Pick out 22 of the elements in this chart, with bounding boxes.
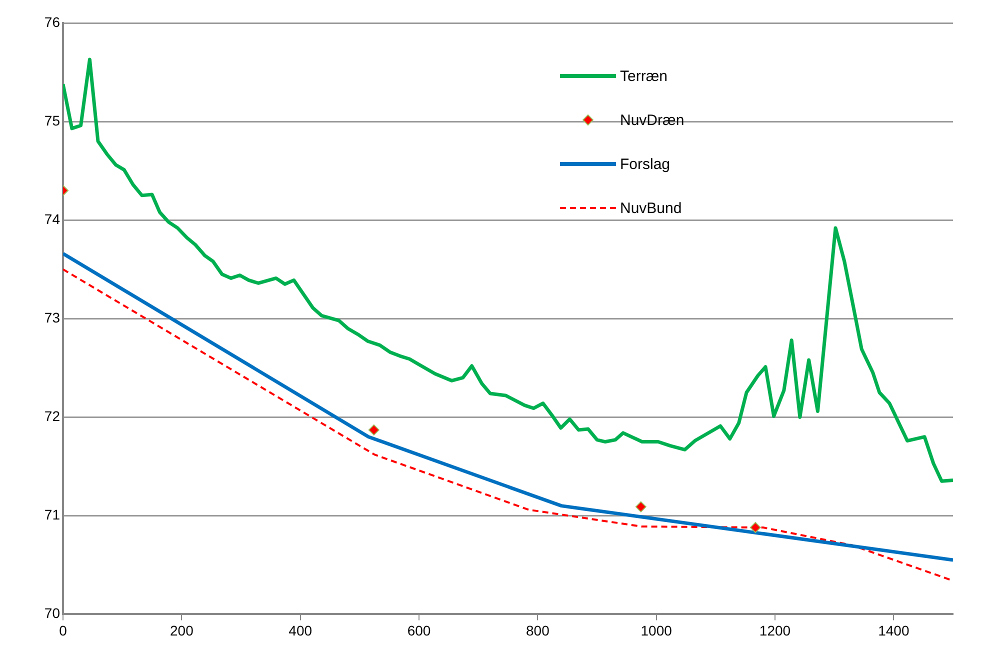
y-tick-label: 73 (44, 309, 60, 326)
y-tick-label: 72 (44, 408, 60, 424)
point (368, 424, 380, 436)
legend-label: NuvDræn (620, 112, 684, 128)
y-tick-label: 71 (44, 506, 60, 523)
x-tick-label: 200 (170, 622, 194, 638)
point (750, 522, 761, 533)
y-tick-label: 70 (44, 605, 60, 622)
y-tick-label: 74 (44, 210, 60, 227)
point (635, 501, 646, 512)
x-tick-label: 1200 (759, 622, 791, 638)
legend-label: NuvBund (620, 200, 682, 216)
x-tick-label: 600 (407, 622, 431, 638)
legend-label: Terræn (620, 68, 668, 84)
y-tick-label: 75 (44, 112, 60, 128)
x-tick-label: 800 (526, 622, 550, 638)
x-tick-label: 1400 (878, 622, 910, 638)
legend-label: Forslag (620, 156, 670, 172)
y-tick-label: 76 (44, 14, 60, 30)
x-tick-label: 1000 (640, 622, 672, 638)
x-tick-label: 0 (59, 622, 68, 638)
x-tick-label: 400 (288, 622, 312, 638)
